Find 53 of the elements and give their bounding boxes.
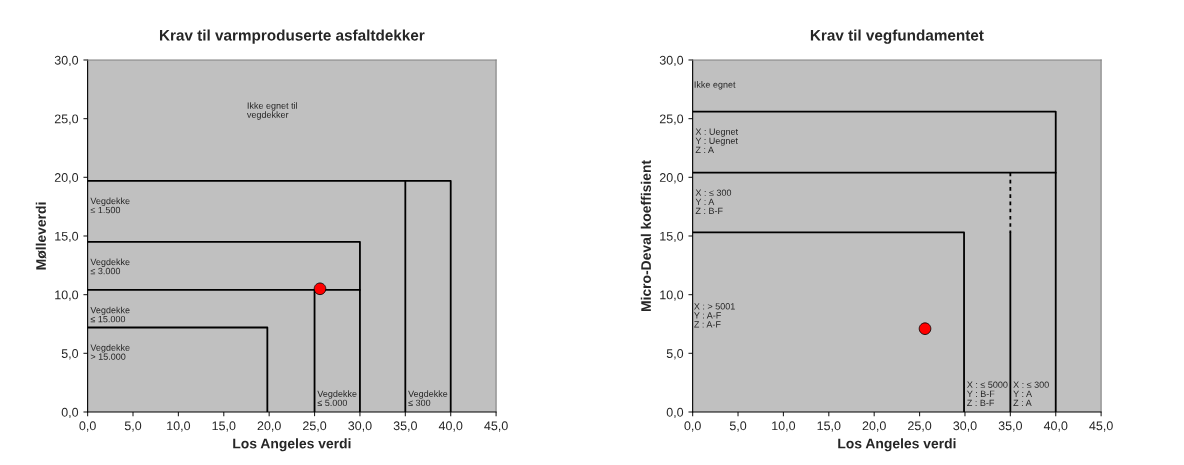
x-axis-title: Los Angeles verdi — [233, 438, 351, 452]
x-tick-label: 25,0 — [303, 421, 327, 432]
x-tick-label: 5,0 — [124, 421, 142, 432]
y-tick-label: 20,0 — [54, 173, 79, 184]
y-tick-label: 15,0 — [55, 231, 79, 243]
annotation: Vegdekke ≤ 5.000 — [317, 390, 357, 407]
annotation: Vegdekke > 15.000 — [90, 344, 130, 360]
x-tick-label: 25,0 — [908, 421, 932, 432]
annotation: Vegdekke ≤ 1.500 — [90, 197, 130, 214]
y-axis-title: Micro-Deval koeffisient — [640, 160, 651, 312]
y-tick-label: 5,0 — [666, 349, 684, 360]
y-tick-label: 25,0 — [54, 114, 79, 125]
y-tick-label: 20,0 — [659, 173, 684, 184]
x-tick-label: 35,0 — [998, 421, 1023, 432]
chart-title: Krav til vegfundamentet — [810, 29, 984, 44]
x-tick-label: 30,0 — [348, 421, 372, 432]
x-tick-label: 10,0 — [167, 421, 191, 432]
annotation: X : ≤ 300 Y : A Z : B-F — [695, 189, 732, 214]
x-tick-label: 15,0 — [817, 421, 841, 432]
y-tick-label: 10,0 — [55, 290, 79, 301]
y-tick-label: 30,0 — [659, 55, 684, 67]
y-tick-label: 30,0 — [54, 55, 79, 67]
x-tick-label: 45,0 — [484, 421, 508, 432]
annotation: Ikke egnet til vegdekker — [246, 102, 297, 120]
y-axis-title: Mølleverdi — [35, 202, 47, 270]
x-tick-label: 20,0 — [862, 421, 886, 432]
x-tick-label: 20,0 — [257, 421, 281, 432]
x-tick-label: 10,0 — [772, 421, 796, 432]
annotation: X : > 5001 Y : A-F Z : A-F — [694, 303, 735, 328]
annotation: Vegdekke ≤ 15.000 — [90, 306, 130, 323]
annotation: X : Uegnet Y : Uegnet Z : A — [695, 128, 739, 153]
x-tick-label: 40,0 — [438, 421, 463, 432]
x-tick-label: 0,0 — [684, 421, 701, 432]
y-tick-label: 0,0 — [61, 407, 79, 419]
y-tick-label: 0,0 — [666, 407, 684, 419]
y-tick-label: 15,0 — [660, 231, 684, 243]
x-axis-title: Los Angeles verdi — [838, 438, 956, 452]
y-tick-label: 5,0 — [61, 349, 79, 360]
annotation: Vegdekke ≤ 3.000 — [90, 258, 130, 275]
x-tick-label: 0,0 — [79, 421, 96, 432]
y-tick-label: 10,0 — [660, 290, 684, 301]
y-tick-label: 25,0 — [659, 114, 684, 125]
x-tick-label: 45,0 — [1089, 421, 1113, 432]
annotation: Vegdekke ≤ 300 — [408, 390, 448, 407]
x-tick-label: 35,0 — [393, 421, 417, 432]
annotation: X : ≤ 300 Y : A Z : A — [1013, 381, 1049, 406]
x-tick-label: 30,0 — [953, 421, 977, 432]
annotation: Ikke egnet — [694, 81, 736, 90]
x-tick-label: 40,0 — [1043, 421, 1068, 432]
x-tick-label: 15,0 — [212, 421, 236, 432]
x-tick-label: 5,0 — [729, 421, 747, 432]
chart-title: Krav til varmproduserte asfaltdekker — [160, 29, 425, 44]
annotation: X : ≤ 5000 Y : B-F Z : B-F — [967, 381, 1008, 406]
